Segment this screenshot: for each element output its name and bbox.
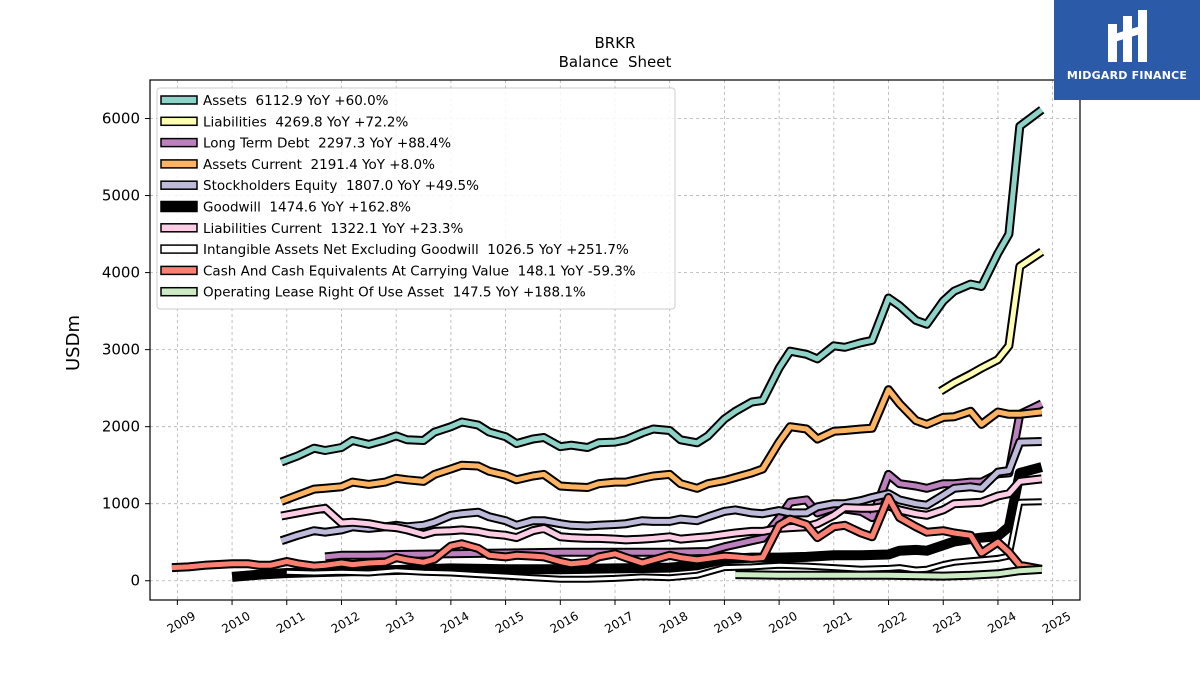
legend-entry: Long Term Debt 2297.3 YoY +88.4% [203,136,451,152]
y-tick-label: 0 [130,572,140,590]
legend-swatch [160,95,198,105]
series-line [280,107,1044,465]
x-tick-label: 2017 [602,609,635,636]
midgard-logo-icon [1108,10,1147,62]
legend-swatch [160,244,198,254]
legend-box [156,87,676,310]
series-line [280,476,1042,543]
legend-entry: Intangible Assets Net Excluding Goodwill… [203,242,629,258]
legend-swatch [160,286,198,297]
chart-title: BRKR [595,34,636,52]
legend-entry: Operating Lease Right Of Use Asset 147.5… [203,285,586,301]
series-line [280,387,1042,504]
x-tick-label: 2024 [985,609,1018,636]
legend-entry: Assets 6112.9 YoY +60.0% [203,93,389,109]
legend-entry: Stockholders Equity 1807.0 YoY +49.5% [203,178,479,194]
legend-swatch [160,223,198,233]
legend-entry: Liabilities 4269.8 YoY +72.2% [203,114,408,130]
legend-swatch [160,180,198,190]
chart-subtitle: Balance Sheet [559,53,672,71]
chart-legend: Assets 6112.9 YoY +60.0% Liabilities 4269… [156,87,676,310]
legend-entry: Assets Current 2191.4 YoY +8.0% [203,157,435,173]
y-tick-label: 5000 [102,187,140,205]
y-tick-label: 6000 [102,110,140,128]
y-tick-label: 4000 [102,264,140,282]
legend-entry: Goodwill 1474.6 YoY +162.8% [203,200,411,216]
legend-swatch [160,200,198,213]
series-line [286,500,1042,581]
x-tick-label: 2011 [274,609,307,636]
x-tick-label: 2022 [876,609,909,636]
legend-entry: Liabilities Current 1322.1 YoY +23.3% [203,221,463,237]
x-tick-label: 2016 [548,609,581,636]
legend-swatch [160,265,198,276]
y-tick-label: 2000 [102,418,140,436]
x-tick-label: 2020 [766,609,799,636]
legend-entry: Cash And Cash Equivalents At Carrying Va… [203,263,636,279]
brand-logo: MIDGARD FINANCE [1054,0,1200,100]
x-tick-label: 2009 [165,609,198,636]
x-tick-label: 2021 [821,609,854,636]
x-tick-label: 2023 [931,609,964,636]
x-tick-label: 2015 [493,609,526,636]
brand-name: MIDGARD FINANCE [1066,69,1188,82]
series-layer [171,106,1045,583]
y-tick-label: 1000 [102,495,140,513]
x-tick-label: 2012 [329,609,362,636]
series-line [939,249,1044,394]
legend-swatch [160,137,198,148]
y-axis-label: USDm [63,315,84,371]
x-tick-label: 2013 [383,609,416,636]
y-tick-label: 3000 [102,341,140,359]
x-tick-label: 2018 [657,609,690,636]
series-line [171,495,1043,572]
series-line [735,566,1042,579]
legend-swatch [160,116,198,127]
x-tick-label: 2025 [1040,609,1073,636]
x-tick-label: 2019 [712,609,745,636]
x-tick-label: 2014 [438,609,471,636]
legend-swatch [160,159,198,169]
x-tick-label: 2010 [219,609,252,636]
